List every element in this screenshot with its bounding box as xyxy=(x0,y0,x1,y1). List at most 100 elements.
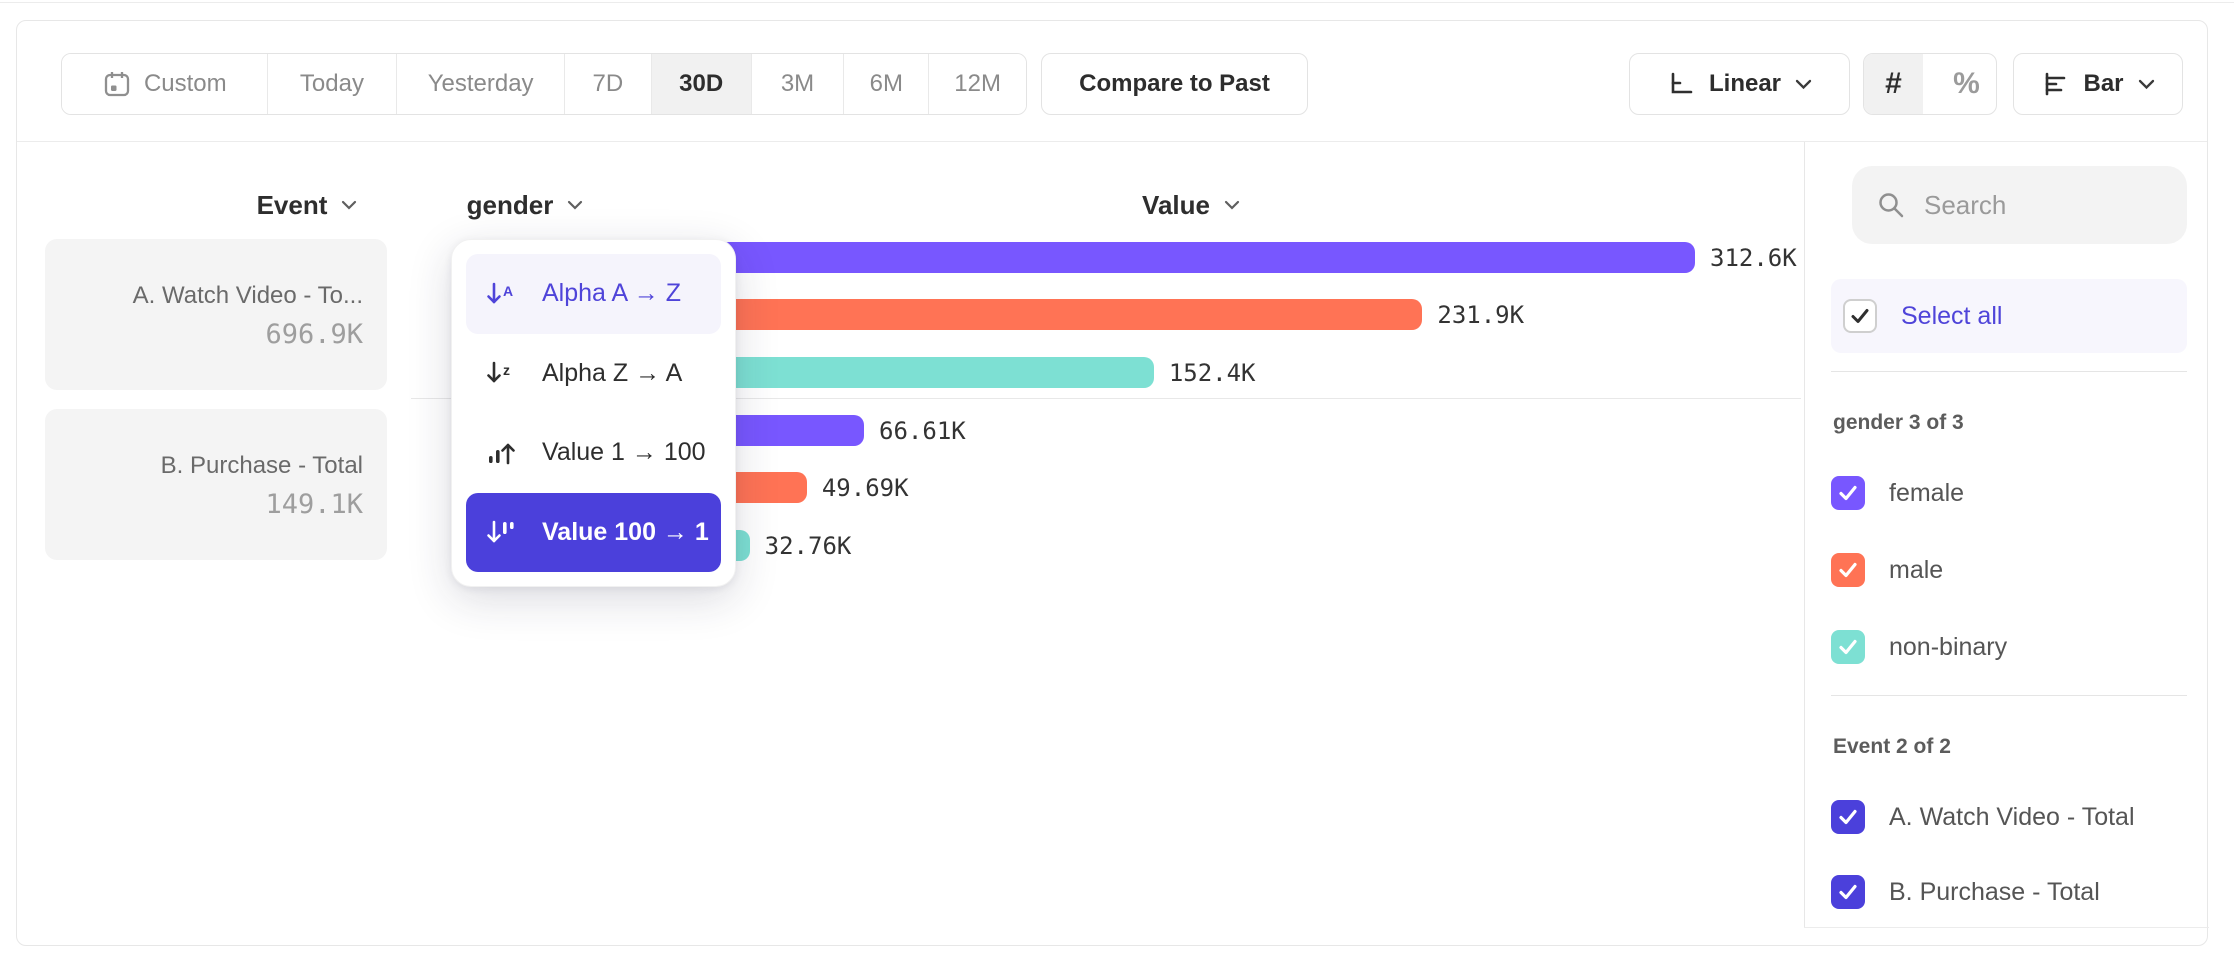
date-range-6m[interactable]: 6M xyxy=(844,54,930,114)
event-card-title: A. Watch Video - To... xyxy=(132,282,363,309)
date-range-label: 12M xyxy=(954,70,1001,97)
scale-dropdown[interactable]: Linear xyxy=(1629,53,1850,115)
filter-label: A. Watch Video - Total xyxy=(1889,802,2135,831)
event-card-total: 149.1K xyxy=(265,489,363,520)
sort-option-value-desc[interactable]: Value 100 → 1 xyxy=(466,492,721,572)
purchase-checkbox[interactable] xyxy=(1831,875,1865,909)
female-checkbox[interactable] xyxy=(1831,476,1865,510)
axis-scale-icon xyxy=(1667,70,1695,98)
percent-toggle[interactable]: % xyxy=(1937,54,1996,114)
filter-row-watch-video[interactable]: A. Watch Video - Total xyxy=(1831,799,2201,835)
compare-to-past-label: Compare to Past xyxy=(1079,70,1270,97)
bar-value-label: 66.61K xyxy=(879,416,966,445)
chevron-down-icon xyxy=(2138,79,2155,90)
compare-to-past-button[interactable]: Compare to Past xyxy=(1041,53,1308,115)
report-card: Custom Today Yesterday 7D 30D 3M 6M 12M … xyxy=(16,20,2209,946)
sort-value-asc-icon xyxy=(484,439,520,467)
chevron-down-icon xyxy=(567,200,583,210)
bar-value-label: 49.69K xyxy=(821,473,909,502)
chevron-down-icon xyxy=(341,200,357,210)
select-all-row[interactable]: Select all xyxy=(1831,279,2187,353)
percent-icon: % xyxy=(1953,67,1980,100)
sidebar-divider xyxy=(1804,142,1805,927)
bar-value-label: 32.76K xyxy=(764,531,852,560)
select-all-label: Select all xyxy=(1901,301,2003,330)
chevron-down-icon xyxy=(1224,200,1240,210)
svg-text:z: z xyxy=(503,362,510,378)
date-range-label: Yesterday xyxy=(427,70,534,97)
date-range-3m[interactable]: 3M xyxy=(751,54,845,114)
sort-option-label: Value 1 → 100 xyxy=(542,438,706,467)
hash-icon: # xyxy=(1885,67,1902,100)
sidebar-section-divider xyxy=(1831,695,2187,696)
date-range-picker: Custom Today Yesterday 7D 30D 3M 6M 12M xyxy=(61,53,1027,115)
sort-value-desc-icon xyxy=(484,518,520,546)
chart-type-dropdown[interactable]: Bar xyxy=(2013,53,2183,115)
top-divider xyxy=(0,2,2234,3)
chart-bar-male-watch-video[interactable] xyxy=(639,299,1423,330)
sort-option-alpha-z-a[interactable]: z Alpha Z → A xyxy=(466,334,721,414)
filter-label: female xyxy=(1889,478,1965,507)
filter-label: B. Purchase - Total xyxy=(1889,877,2100,906)
filter-row-non-binary[interactable]: non-binary xyxy=(1831,629,2201,665)
breakdown-column-header[interactable]: gender xyxy=(425,189,625,221)
gender-section-title: gender 3 of 3 xyxy=(1833,411,1964,434)
toolbar-divider xyxy=(17,141,2207,142)
non-binary-checkbox[interactable] xyxy=(1831,630,1865,664)
date-range-label: 30D xyxy=(679,70,724,97)
watch-video-checkbox[interactable] xyxy=(1831,800,1865,834)
scale-label: Linear xyxy=(1708,70,1782,97)
search-icon xyxy=(1876,190,1906,220)
chart-type-label: Bar xyxy=(2083,70,2124,97)
number-format-toggle: # % xyxy=(1863,53,1997,115)
event-card-total: 696.9K xyxy=(265,319,363,350)
date-range-30d[interactable]: 30D xyxy=(651,54,752,114)
date-range-custom[interactable]: Custom xyxy=(62,54,268,114)
sort-option-label: Alpha Z → A xyxy=(542,358,683,387)
sort-option-label: Alpha A → Z xyxy=(542,279,681,308)
event-card-purchase[interactable]: B. Purchase - Total 149.1K xyxy=(45,409,387,560)
sidebar-bottom-divider xyxy=(1804,927,2209,928)
date-range-yesterday[interactable]: Yesterday xyxy=(397,54,565,114)
sort-alpha-asc-icon: A xyxy=(484,280,520,308)
sidebar-search xyxy=(1852,166,2187,244)
calendar-icon xyxy=(102,69,132,99)
event-card-title: B. Purchase - Total xyxy=(160,452,363,479)
value-column-header[interactable]: Value xyxy=(1091,189,1291,221)
filter-row-male[interactable]: male xyxy=(1831,552,2201,588)
date-range-label: 3M xyxy=(780,70,815,97)
absolute-numbers-toggle[interactable]: # xyxy=(1864,54,1923,114)
sort-option-alpha-a-z[interactable]: A Alpha A → Z xyxy=(466,254,721,334)
date-range-label: Custom xyxy=(143,70,227,97)
date-range-label: 6M xyxy=(869,70,903,97)
chevron-down-icon xyxy=(1795,79,1812,90)
sidebar-section-divider xyxy=(1831,371,2187,372)
filter-label: non-binary xyxy=(1889,632,2008,661)
date-range-12m[interactable]: 12M xyxy=(929,54,1026,114)
chart-bar-female-watch-video[interactable] xyxy=(639,242,1695,273)
event-column-header[interactable]: Event xyxy=(207,189,407,221)
select-all-checkbox[interactable] xyxy=(1843,299,1877,333)
date-range-7d[interactable]: 7D xyxy=(564,54,652,114)
bar-chart-icon xyxy=(2041,70,2069,98)
breakdown-column-label: gender xyxy=(466,189,554,220)
date-range-today[interactable]: Today xyxy=(267,54,398,114)
svg-text:A: A xyxy=(503,283,513,299)
event-section-title: Event 2 of 2 xyxy=(1833,735,1951,758)
date-range-label: Today xyxy=(299,70,364,97)
sort-alpha-desc-icon: z xyxy=(484,359,520,387)
filter-row-purchase[interactable]: B. Purchase - Total xyxy=(1831,874,2201,910)
value-column-label: Value xyxy=(1142,189,1210,220)
event-card-watch-video[interactable]: A. Watch Video - To... 696.9K xyxy=(45,239,387,390)
date-range-label: 7D xyxy=(592,70,624,97)
event-column-label: Event xyxy=(256,189,328,220)
search-input[interactable] xyxy=(1924,189,2154,221)
male-checkbox[interactable] xyxy=(1831,553,1865,587)
bar-value-label: 231.9K xyxy=(1437,300,1525,329)
bar-value-label: 152.4K xyxy=(1168,358,1256,387)
bar-value-label: 312.6K xyxy=(1710,243,1797,272)
filter-row-female[interactable]: female xyxy=(1831,475,2201,511)
filter-label: male xyxy=(1889,555,1944,584)
sort-menu: A Alpha A → Z z Alpha Z → A xyxy=(451,239,736,587)
sort-option-value-asc[interactable]: Value 1 → 100 xyxy=(466,413,721,493)
